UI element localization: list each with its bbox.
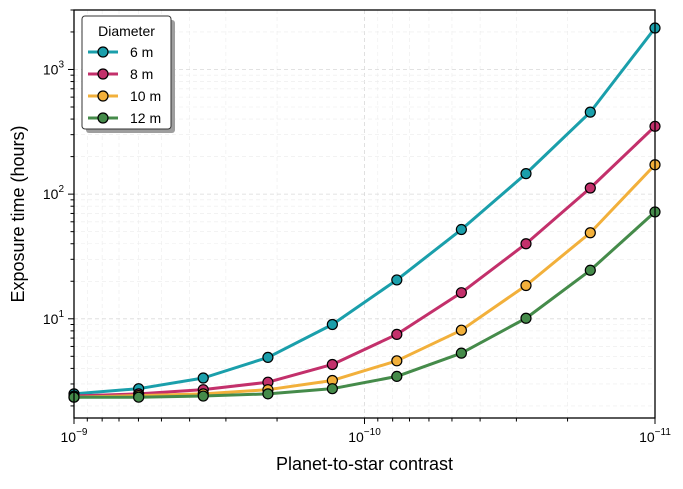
data-point [262,388,274,400]
data-point [584,227,596,239]
y-axis-label: Exposure time (hours) [8,125,28,302]
series-line [72,163,657,399]
legend-label: 8 m [130,66,153,82]
legend-items: 6 m 8 m 10 m 12 m [88,44,161,126]
legend-marker [97,46,109,58]
legend-marker [97,112,109,124]
data-point [197,390,209,402]
legend-label: 6 m [130,44,153,60]
data-point [584,106,596,118]
data-point [520,312,532,324]
data-point [584,264,596,276]
data-point [391,355,403,367]
data-point [326,358,338,371]
legend-marker [97,90,109,102]
series-layer [68,22,661,403]
legend-marker [97,68,109,80]
legend-title: Diameter [98,23,155,39]
y-tick-label: 103 [43,59,65,77]
series-group [68,120,661,402]
data-point [326,383,338,395]
tick-layer: 10−9 10−10 10−11 101 102 103 [43,9,671,445]
data-point [391,328,403,340]
data-point [133,391,145,403]
series-line [72,124,657,398]
data-point [455,347,467,359]
data-point [391,370,403,383]
data-point [455,287,467,299]
legend-label: 12 m [130,110,161,126]
x-tick-label: 10−9 [61,427,88,445]
data-point [391,274,403,286]
x-tick-label: 10−10 [348,427,381,445]
series-line [72,26,657,396]
x-tick-label: 10−11 [639,427,671,445]
legend-label: 10 m [130,88,161,104]
data-point [326,318,338,331]
data-point [584,182,596,194]
data-point [197,372,209,384]
data-point [262,351,274,364]
x-axis-label: Planet-to-star contrast [276,454,453,474]
data-point [455,223,467,236]
data-point [520,279,532,292]
y-tick-label: 101 [43,309,65,327]
series-line [72,210,657,399]
data-point [455,324,467,336]
data-point [520,238,532,250]
series-group [68,206,661,403]
data-point [520,168,532,180]
y-tick-label: 102 [43,184,65,202]
legend[interactable]: Diameter 6 m 8 m 10 m 12 m [81,15,175,133]
